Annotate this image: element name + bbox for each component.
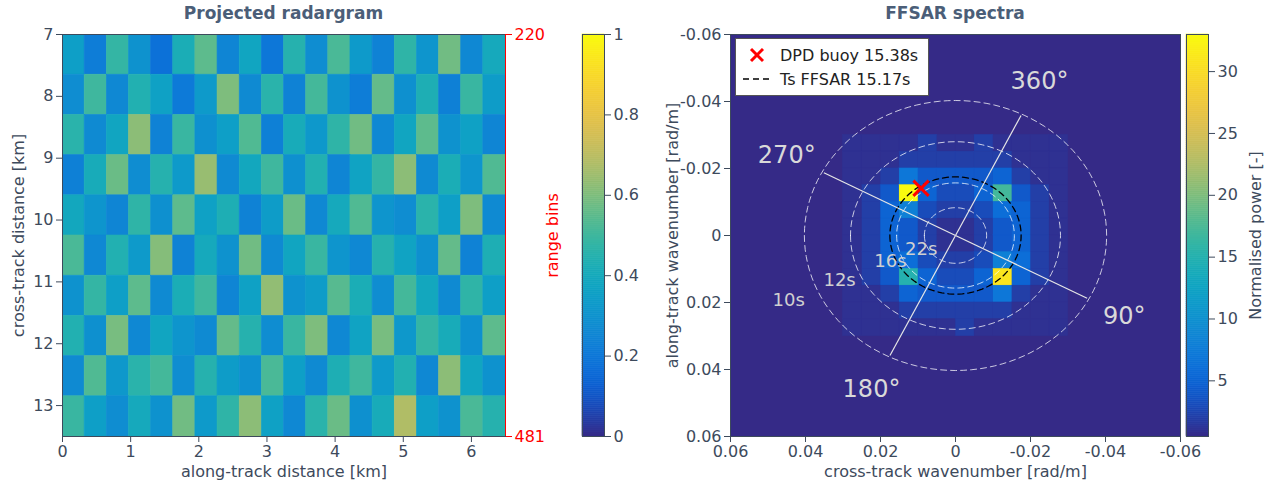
svg-text:0.2: 0.2 — [614, 346, 639, 365]
svg-text:-0.06: -0.06 — [680, 25, 721, 44]
svg-text:30: 30 — [1218, 62, 1238, 81]
svg-text:0: 0 — [614, 427, 624, 446]
svg-text:12s: 12s — [823, 269, 855, 290]
svg-text:Normalised power [-]: Normalised power [-] — [1246, 151, 1265, 320]
svg-text:25: 25 — [1218, 124, 1238, 143]
svg-text:7: 7 — [43, 25, 53, 44]
svg-text:1: 1 — [614, 25, 624, 44]
svg-text:along-track wavenumber [rad/m]: along-track wavenumber [rad/m] — [663, 103, 682, 369]
svg-text:9: 9 — [43, 148, 53, 167]
svg-text:270°: 270° — [758, 141, 816, 169]
svg-text:0: 0 — [57, 442, 67, 461]
svg-text:0.02: 0.02 — [686, 293, 722, 312]
svg-text:0.06: 0.06 — [713, 442, 749, 461]
svg-text:360°: 360° — [1011, 67, 1069, 95]
svg-text:13: 13 — [33, 396, 53, 415]
svg-text:481: 481 — [515, 427, 546, 446]
svg-text:-0.04: -0.04 — [680, 92, 721, 111]
svg-text:22s: 22s — [905, 238, 937, 259]
svg-text:-0.06: -0.06 — [1160, 442, 1201, 461]
html-text:Projected radargram: Projected radargram — [183, 3, 384, 23]
svg-text:2: 2 — [194, 442, 204, 461]
html-text:DPD buoy 15.38s: DPD buoy 15.38s — [780, 45, 919, 65]
svg-text:range bins: range bins — [543, 193, 562, 278]
html-text:FFSAR spectra: FFSAR spectra — [885, 3, 1025, 23]
html-text:Ts FFSAR 15.17s: Ts FFSAR 15.17s — [780, 69, 911, 89]
svg-text:cross-track wavenumber [rad/m]: cross-track wavenumber [rad/m] — [824, 462, 1087, 481]
svg-text:-0.02: -0.02 — [680, 159, 721, 178]
svg-text:0: 0 — [950, 442, 960, 461]
svg-text:0.04: 0.04 — [788, 442, 824, 461]
svg-text:16s: 16s — [874, 250, 906, 271]
svg-text:4: 4 — [330, 442, 340, 461]
svg-text:cross-track distance [km]: cross-track distance [km] — [9, 134, 28, 337]
svg-text:0.4: 0.4 — [614, 266, 639, 285]
svg-text:5: 5 — [1218, 371, 1228, 390]
svg-text:along-track distance [km]: along-track distance [km] — [181, 462, 387, 481]
svg-text:15: 15 — [1218, 247, 1238, 266]
svg-text:11: 11 — [33, 272, 53, 291]
svg-text:12: 12 — [33, 334, 53, 353]
svg-text:-0.04: -0.04 — [1085, 442, 1126, 461]
svg-text:3: 3 — [262, 442, 272, 461]
svg-text:10: 10 — [33, 210, 53, 229]
svg-text:0.06: 0.06 — [685, 426, 722, 446]
svg-text:0.6: 0.6 — [614, 185, 639, 204]
svg-text:0.04: 0.04 — [686, 360, 722, 379]
svg-text:1: 1 — [126, 442, 136, 461]
svg-text:0.8: 0.8 — [614, 105, 639, 124]
svg-text:8: 8 — [43, 86, 53, 105]
svg-text:0.02: 0.02 — [863, 442, 899, 461]
svg-text:180°: 180° — [843, 375, 901, 403]
svg-text:20: 20 — [1218, 185, 1238, 204]
svg-text:0: 0 — [711, 226, 721, 245]
svg-text:5: 5 — [398, 442, 408, 461]
svg-text:10: 10 — [1218, 309, 1238, 328]
svg-text:6: 6 — [466, 442, 476, 461]
svg-text:220: 220 — [515, 25, 546, 44]
svg-text:-0.02: -0.02 — [1010, 442, 1051, 461]
svg-text:90°: 90° — [1103, 302, 1146, 330]
svg-text:10s: 10s — [773, 289, 805, 310]
